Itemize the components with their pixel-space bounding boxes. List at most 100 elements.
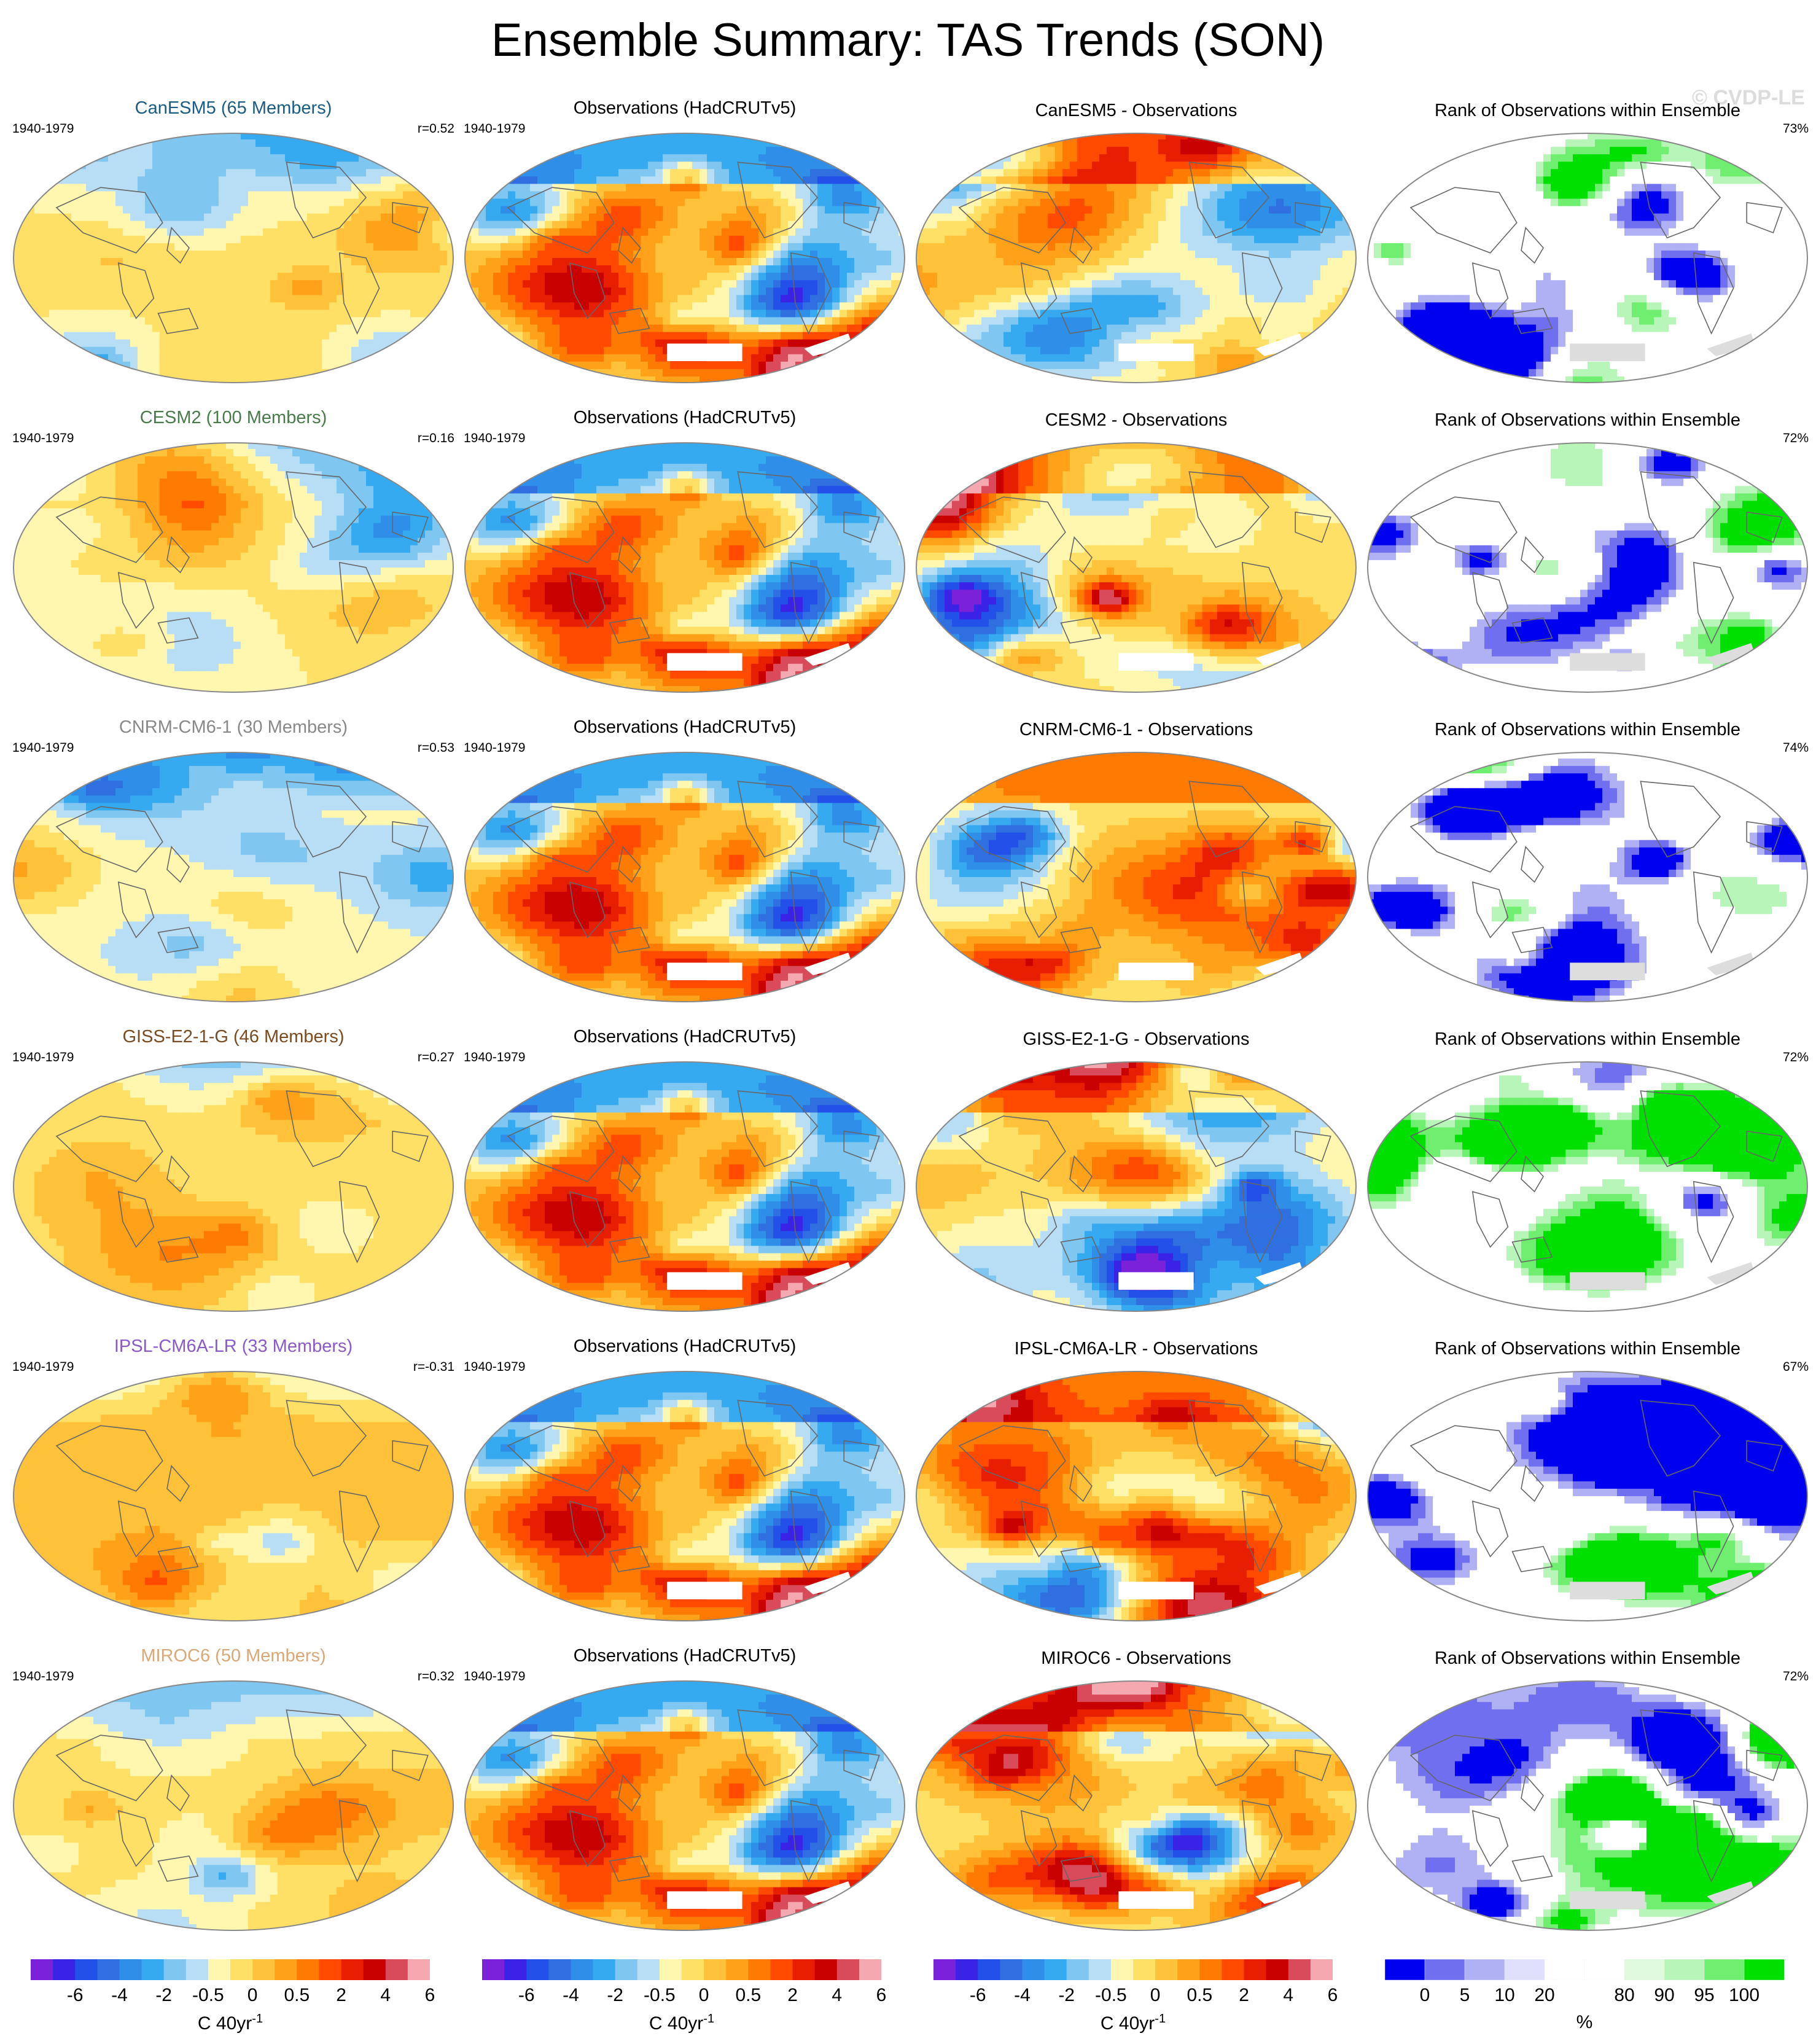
period-label: 1940-1979: [464, 122, 525, 136]
period-label: 1940-1979: [464, 1050, 525, 1065]
colorbar-tick: 6: [425, 1985, 435, 2006]
obs-map: [464, 752, 905, 1002]
colorbar-swatch: [704, 1959, 727, 1980]
colorbar-swatch: [1424, 1959, 1465, 1980]
period-label: 1940-1979: [12, 122, 74, 136]
colorbar-tick: -6: [67, 1985, 84, 2006]
colorbar-swatch: [1244, 1959, 1267, 1980]
colorbar-tick: 2: [787, 1985, 798, 2006]
colorbar-swatch: [571, 1959, 594, 1980]
diff-panel: CESM2 - Observations: [915, 408, 1357, 693]
colorbar-swatch: [859, 1959, 881, 1980]
colorbar-swatch: [1584, 1959, 1625, 1980]
colorbar-swatch: [1177, 1959, 1200, 1980]
colorbar-swatch: [1044, 1959, 1067, 1980]
obs-panel-title: Observations (HadCRUTv5): [464, 717, 906, 738]
colorbar-swatch: [482, 1959, 505, 1980]
model-map: [13, 1371, 454, 1621]
diff-panel: MIROC6 - Observations: [915, 1646, 1357, 1932]
colorbar-tick: 2: [336, 1985, 346, 2006]
diff-panel: CNRM-CM6-1 - Observations: [915, 717, 1357, 1003]
colorbar-swatch: [275, 1959, 297, 1980]
rank-percent: 74%: [1783, 741, 1809, 755]
units-exponent: -1: [703, 2012, 714, 2026]
model-panel: CESM2 (100 Members) 1940-1979 r=0.16: [12, 408, 454, 693]
colorbar-swatch: [363, 1959, 386, 1980]
model-panel: IPSL-CM6A-LR (33 Members) 1940-1979 r=-0.3…: [12, 1336, 454, 1622]
colorbar-swatch: [637, 1959, 660, 1980]
obs-panel: Observations (HadCRUTv5) 1940-1979: [464, 98, 906, 384]
colorbar-swatch: [978, 1959, 1000, 1980]
obs-panel-title: Observations (HadCRUTv5): [464, 1646, 906, 1666]
model-map: [13, 752, 454, 1002]
colorbar-swatch: [385, 1959, 408, 1980]
pattern-correlation: r=0.52: [418, 122, 454, 136]
colorbar-swatch: [208, 1959, 231, 1980]
colorbar-swatch: [504, 1959, 527, 1980]
colorbar-swatch: [836, 1959, 860, 1980]
colorbar-swatch: [319, 1959, 342, 1980]
rank-map: [1367, 1371, 1808, 1621]
rank-panel: Rank of Observations within Ensemble 72%: [1366, 1646, 1809, 1932]
colorbar-tick: -4: [1014, 1985, 1031, 2006]
colorbar-swatch: [141, 1959, 165, 1980]
rank-percent: 67%: [1783, 1360, 1809, 1375]
colorbar-tick: -2: [607, 1985, 623, 2006]
colorbar-tick: -2: [1058, 1985, 1075, 2006]
trend-colorbar: [482, 1959, 881, 1980]
model-panel-title: CNRM-CM6-1 (30 Members): [12, 717, 454, 738]
rank-percent: 72%: [1783, 1669, 1809, 1684]
colorbar-tick: 0.5: [735, 1985, 761, 2006]
model-panel-title: CESM2 (100 Members): [12, 408, 454, 428]
colorbar-tick: -6: [970, 1985, 986, 2006]
rank-colorbar: [1385, 1959, 1784, 1980]
figure-title: Ensemble Summary: TAS Trends (SON): [0, 14, 1816, 67]
units-text: C 40yr: [198, 2013, 252, 2034]
period-label: 1940-1979: [12, 431, 74, 446]
colorbar-tick: 4: [832, 1985, 842, 2006]
period-label: 1940-1979: [12, 1669, 74, 1684]
rank-panel-title: Rank of Observations within Ensemble: [1366, 101, 1809, 121]
rank-panel: Rank of Observations within Ensemble 72%: [1366, 408, 1809, 693]
colorbar-tick: 20: [1534, 1985, 1554, 2006]
colorbar-tick: -2: [155, 1985, 172, 2006]
rank-panel: Rank of Observations within Ensemble 74%: [1366, 717, 1809, 1003]
obs-map: [464, 1061, 905, 1312]
colorbar-tick: 6: [876, 1985, 887, 2006]
colorbar-tick: 0: [1150, 1985, 1161, 2006]
diff-panel: IPSL-CM6A-LR - Observations: [915, 1336, 1357, 1622]
pattern-correlation: r=0.16: [418, 431, 454, 446]
diff-panel-title: CESM2 - Observations: [915, 410, 1357, 431]
colorbar-units: C 40yr-1: [933, 2012, 1333, 2034]
model-panel-title: IPSL-CM6A-LR (33 Members): [12, 1336, 454, 1357]
colorbar-swatch: [726, 1959, 749, 1980]
trend-colorbar: [933, 1959, 1333, 1980]
colorbar-swatch: [1504, 1959, 1545, 1980]
colorbar-swatch: [97, 1959, 120, 1980]
colorbar-tick: 80: [1614, 1985, 1634, 2006]
model-map: [13, 442, 454, 693]
period-label: 1940-1979: [464, 741, 525, 755]
colorbar-swatch: [230, 1959, 253, 1980]
colorbar-swatch: [1110, 1959, 1134, 1980]
obs-panel: Observations (HadCRUTv5) 1940-1979: [464, 1027, 906, 1313]
colorbar-swatch: [1155, 1959, 1178, 1980]
colorbar-tick: -0.5: [192, 1985, 224, 2006]
colorbar-tick: 0.5: [1187, 1985, 1212, 2006]
model-panel-title: CanESM5 (65 Members): [12, 98, 454, 119]
pattern-correlation: r=0.32: [418, 1669, 454, 1684]
rank-map: [1367, 133, 1808, 383]
colorbar-tick: 0: [1420, 1985, 1430, 2006]
colorbar-swatch: [163, 1959, 187, 1980]
rank-map: [1367, 752, 1808, 1002]
colorbar-units: C 40yr-1: [31, 2012, 430, 2034]
colorbar-swatch: [1288, 1959, 1311, 1980]
colorbar-swatch: [75, 1959, 98, 1980]
model-panel: GISS-E2-1-G (46 Members) 1940-1979 r=0.27: [12, 1027, 454, 1313]
watermark: © CVDP-LE: [1692, 86, 1805, 110]
colorbar-tick: 90: [1654, 1985, 1674, 2006]
obs-panel: Observations (HadCRUTv5) 1940-1979: [464, 717, 906, 1003]
colorbar-swatch: [593, 1959, 616, 1980]
colorbar-swatch: [31, 1959, 53, 1980]
